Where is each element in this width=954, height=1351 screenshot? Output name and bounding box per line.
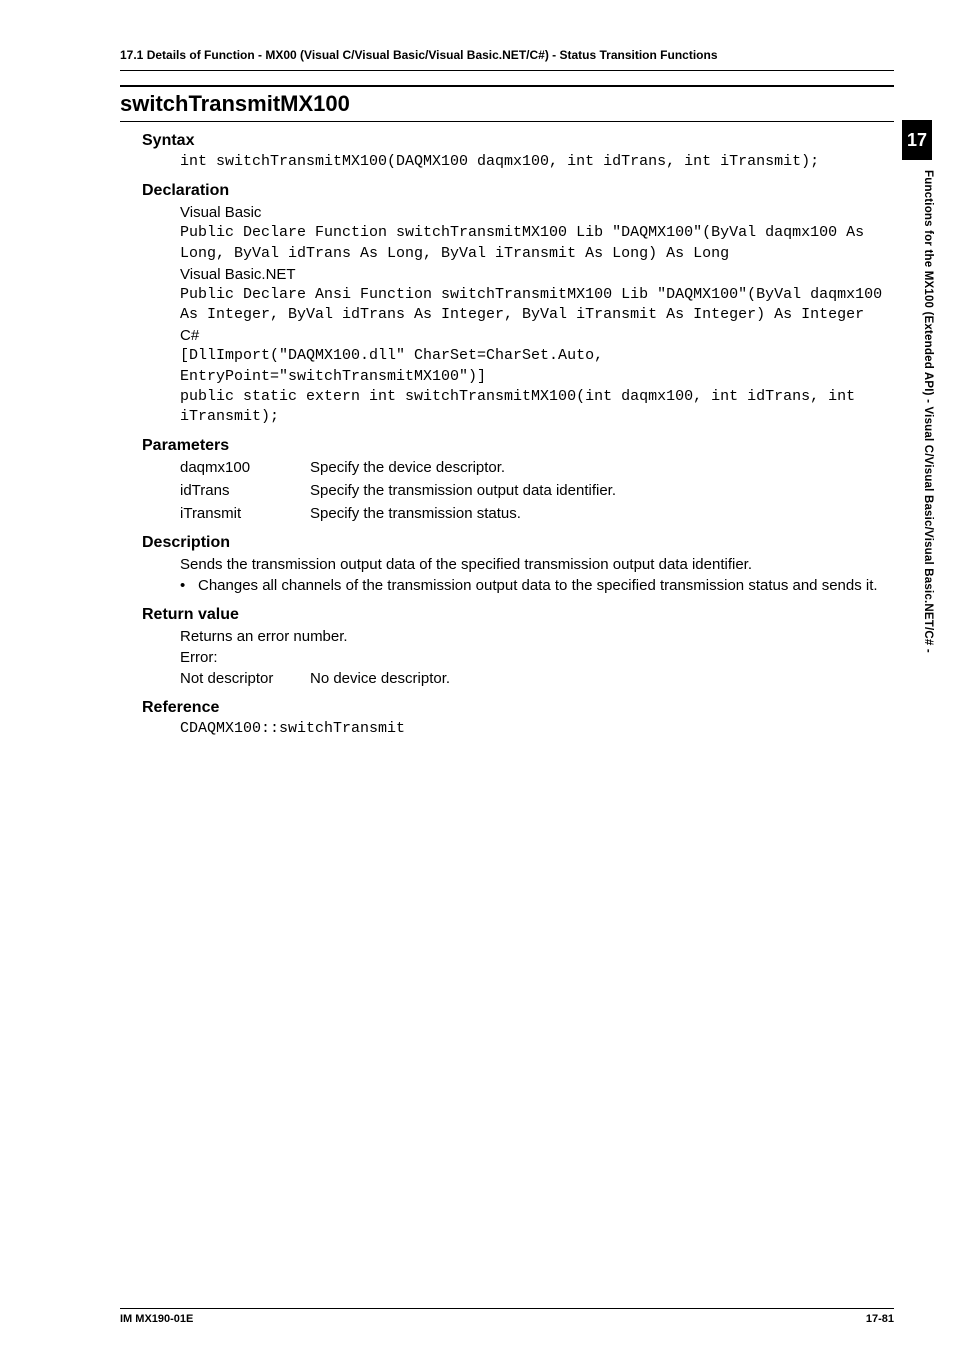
return-block: Returns an error number. Error: Not desc… [180,626,894,689]
description-heading: Description [142,534,894,552]
param-name: iTransmit [180,503,310,524]
return-error-row: Not descriptor No device descriptor. [180,668,894,689]
vbnet-code: Public Declare Ansi Function switchTrans… [180,285,894,326]
chapter-tab: 17 [902,120,932,160]
param-desc: Specify the transmission output data ide… [310,480,616,501]
function-title: switchTransmitMX100 [120,87,894,122]
param-desc: Specify the device descriptor. [310,457,505,478]
page-header: 17.1 Details of Function - MX00 (Visual … [120,48,894,71]
return-error-desc: No device descriptor. [310,668,450,689]
description-block: Sends the transmission output data of th… [180,554,894,596]
return-line: Returns an error number. [180,626,894,647]
param-row: iTransmit Specify the transmission statu… [180,503,894,524]
reference-heading: Reference [142,699,894,717]
footer-left: IM MX190-01E [120,1313,193,1325]
bullet-text: Changes all channels of the transmission… [198,575,878,596]
param-name: daqmx100 [180,457,310,478]
footer-right: 17-81 [866,1313,894,1325]
parameters-block: daqmx100 Specify the device descriptor. … [180,457,894,524]
parameters-heading: Parameters [142,437,894,455]
return-error-name: Not descriptor [180,668,310,689]
return-heading: Return value [142,606,894,624]
cs-code: [DllImport("DAQMX100.dll" CharSet=CharSe… [180,346,894,427]
description-line: Sends the transmission output data of th… [180,554,894,575]
param-row: daqmx100 Specify the device descriptor. [180,457,894,478]
param-desc: Specify the transmission status. [310,503,521,524]
vb-label: Visual Basic [180,202,894,223]
param-row: idTrans Specify the transmission output … [180,480,894,501]
page-footer: IM MX190-01E 17-81 [120,1308,894,1325]
reference-code: CDAQMX100::switchTransmit [180,719,894,739]
bullet-dot-icon: • [180,575,198,596]
vb-code: Public Declare Function switchTransmitMX… [180,223,894,264]
syntax-heading: Syntax [142,132,894,150]
vbnet-label: Visual Basic.NET [180,264,894,285]
cs-label: C# [180,325,894,346]
page-root: 17.1 Details of Function - MX00 (Visual … [0,0,954,1351]
param-name: idTrans [180,480,310,501]
chapter-side-label: Functions for the MX100 (Extended API) -… [922,170,934,653]
return-error-label: Error: [180,647,894,668]
declaration-block: Visual Basic Public Declare Function swi… [180,202,894,427]
syntax-code: int switchTransmitMX100(DAQMX100 daqmx10… [180,152,894,172]
description-bullet: • Changes all channels of the transmissi… [180,575,894,596]
declaration-heading: Declaration [142,182,894,200]
